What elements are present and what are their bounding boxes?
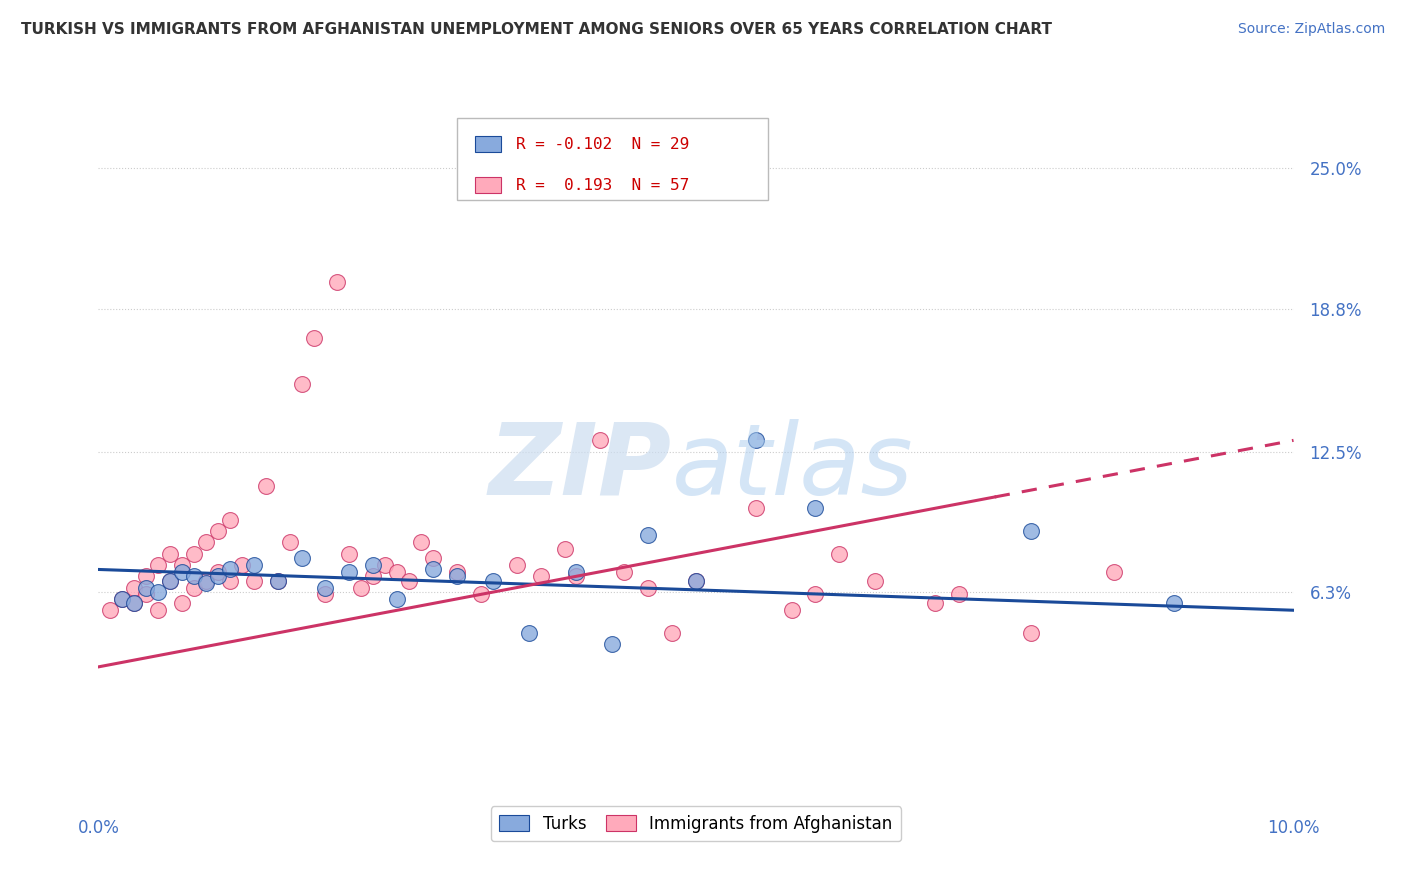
Bar [475, 178, 501, 193]
Point [219, 574, 242, 588]
Point [278, 535, 301, 549]
Point [195, 574, 218, 588]
Point [183, 569, 205, 583]
Point [124, 597, 146, 611]
Point [219, 562, 242, 576]
Point [183, 547, 205, 561]
Point [183, 581, 205, 595]
Point [1019, 524, 1042, 538]
Point [135, 581, 157, 595]
Legend: Turks, Immigrants from Afghanistan: Turks, Immigrants from Afghanistan [491, 806, 901, 841]
Point [804, 587, 827, 601]
Point [385, 565, 409, 579]
Point [267, 574, 290, 588]
Point [745, 434, 768, 448]
Point [267, 574, 290, 588]
Point [565, 565, 588, 579]
Point [254, 478, 277, 492]
Point [637, 581, 659, 595]
Point [602, 637, 624, 651]
Point [291, 551, 314, 566]
Point [865, 574, 887, 588]
Point [172, 565, 194, 579]
Point [613, 565, 636, 579]
Point [172, 597, 194, 611]
Point [291, 376, 314, 391]
Point [411, 535, 433, 549]
Point [385, 591, 409, 606]
Text: ZIP: ZIP [489, 419, 672, 516]
Point [98, 603, 122, 617]
Point [637, 528, 659, 542]
Point [446, 569, 468, 583]
Point [339, 565, 361, 579]
Bar [475, 136, 501, 152]
Point [219, 513, 242, 527]
Point [828, 547, 851, 561]
Text: Source: ZipAtlas.com: Source: ZipAtlas.com [1237, 22, 1385, 37]
Point [159, 574, 181, 588]
Text: atlas: atlas [672, 419, 914, 516]
Point [339, 547, 361, 561]
Point [948, 587, 970, 601]
Point [780, 603, 803, 617]
Point [111, 591, 134, 606]
Point [326, 275, 349, 289]
Text: TURKISH VS IMMIGRANTS FROM AFGHANISTAN UNEMPLOYMENT AMONG SENIORS OVER 65 YEARS : TURKISH VS IMMIGRANTS FROM AFGHANISTAN U… [21, 22, 1052, 37]
Point [148, 558, 170, 572]
Point [745, 501, 768, 516]
Point [148, 585, 170, 599]
Point [124, 581, 146, 595]
Point [207, 569, 229, 583]
Point [422, 551, 444, 566]
Point [804, 501, 827, 516]
Point [135, 569, 157, 583]
Point [172, 558, 194, 572]
Point [1019, 626, 1042, 640]
FancyBboxPatch shape [457, 118, 768, 200]
Point [517, 626, 540, 640]
Point [470, 587, 492, 601]
Point [315, 581, 337, 595]
Point [195, 576, 218, 591]
Point [589, 434, 612, 448]
Point [565, 569, 588, 583]
Point [554, 542, 576, 557]
Point [363, 569, 385, 583]
Point [159, 574, 181, 588]
Point [302, 331, 325, 345]
Text: R = -0.102  N = 29: R = -0.102 N = 29 [516, 136, 689, 152]
Point [530, 569, 553, 583]
Point [446, 565, 468, 579]
Point [422, 562, 444, 576]
Point [924, 597, 946, 611]
Point [398, 574, 420, 588]
Point [685, 574, 707, 588]
Point [207, 524, 229, 538]
Point [159, 547, 181, 561]
Point [195, 535, 218, 549]
Point [1163, 597, 1185, 611]
Point [661, 626, 683, 640]
Point [1104, 565, 1126, 579]
Point [231, 558, 253, 572]
Point [207, 565, 229, 579]
Point [111, 591, 134, 606]
Point [374, 558, 396, 572]
Point [124, 597, 146, 611]
Point [482, 574, 505, 588]
Text: R =  0.193  N = 57: R = 0.193 N = 57 [516, 178, 689, 193]
Point [315, 587, 337, 601]
Point [506, 558, 529, 572]
Point [363, 558, 385, 572]
Point [148, 603, 170, 617]
Point [135, 587, 157, 601]
Point [350, 581, 373, 595]
Point [243, 558, 266, 572]
Point [685, 574, 707, 588]
Point [243, 574, 266, 588]
